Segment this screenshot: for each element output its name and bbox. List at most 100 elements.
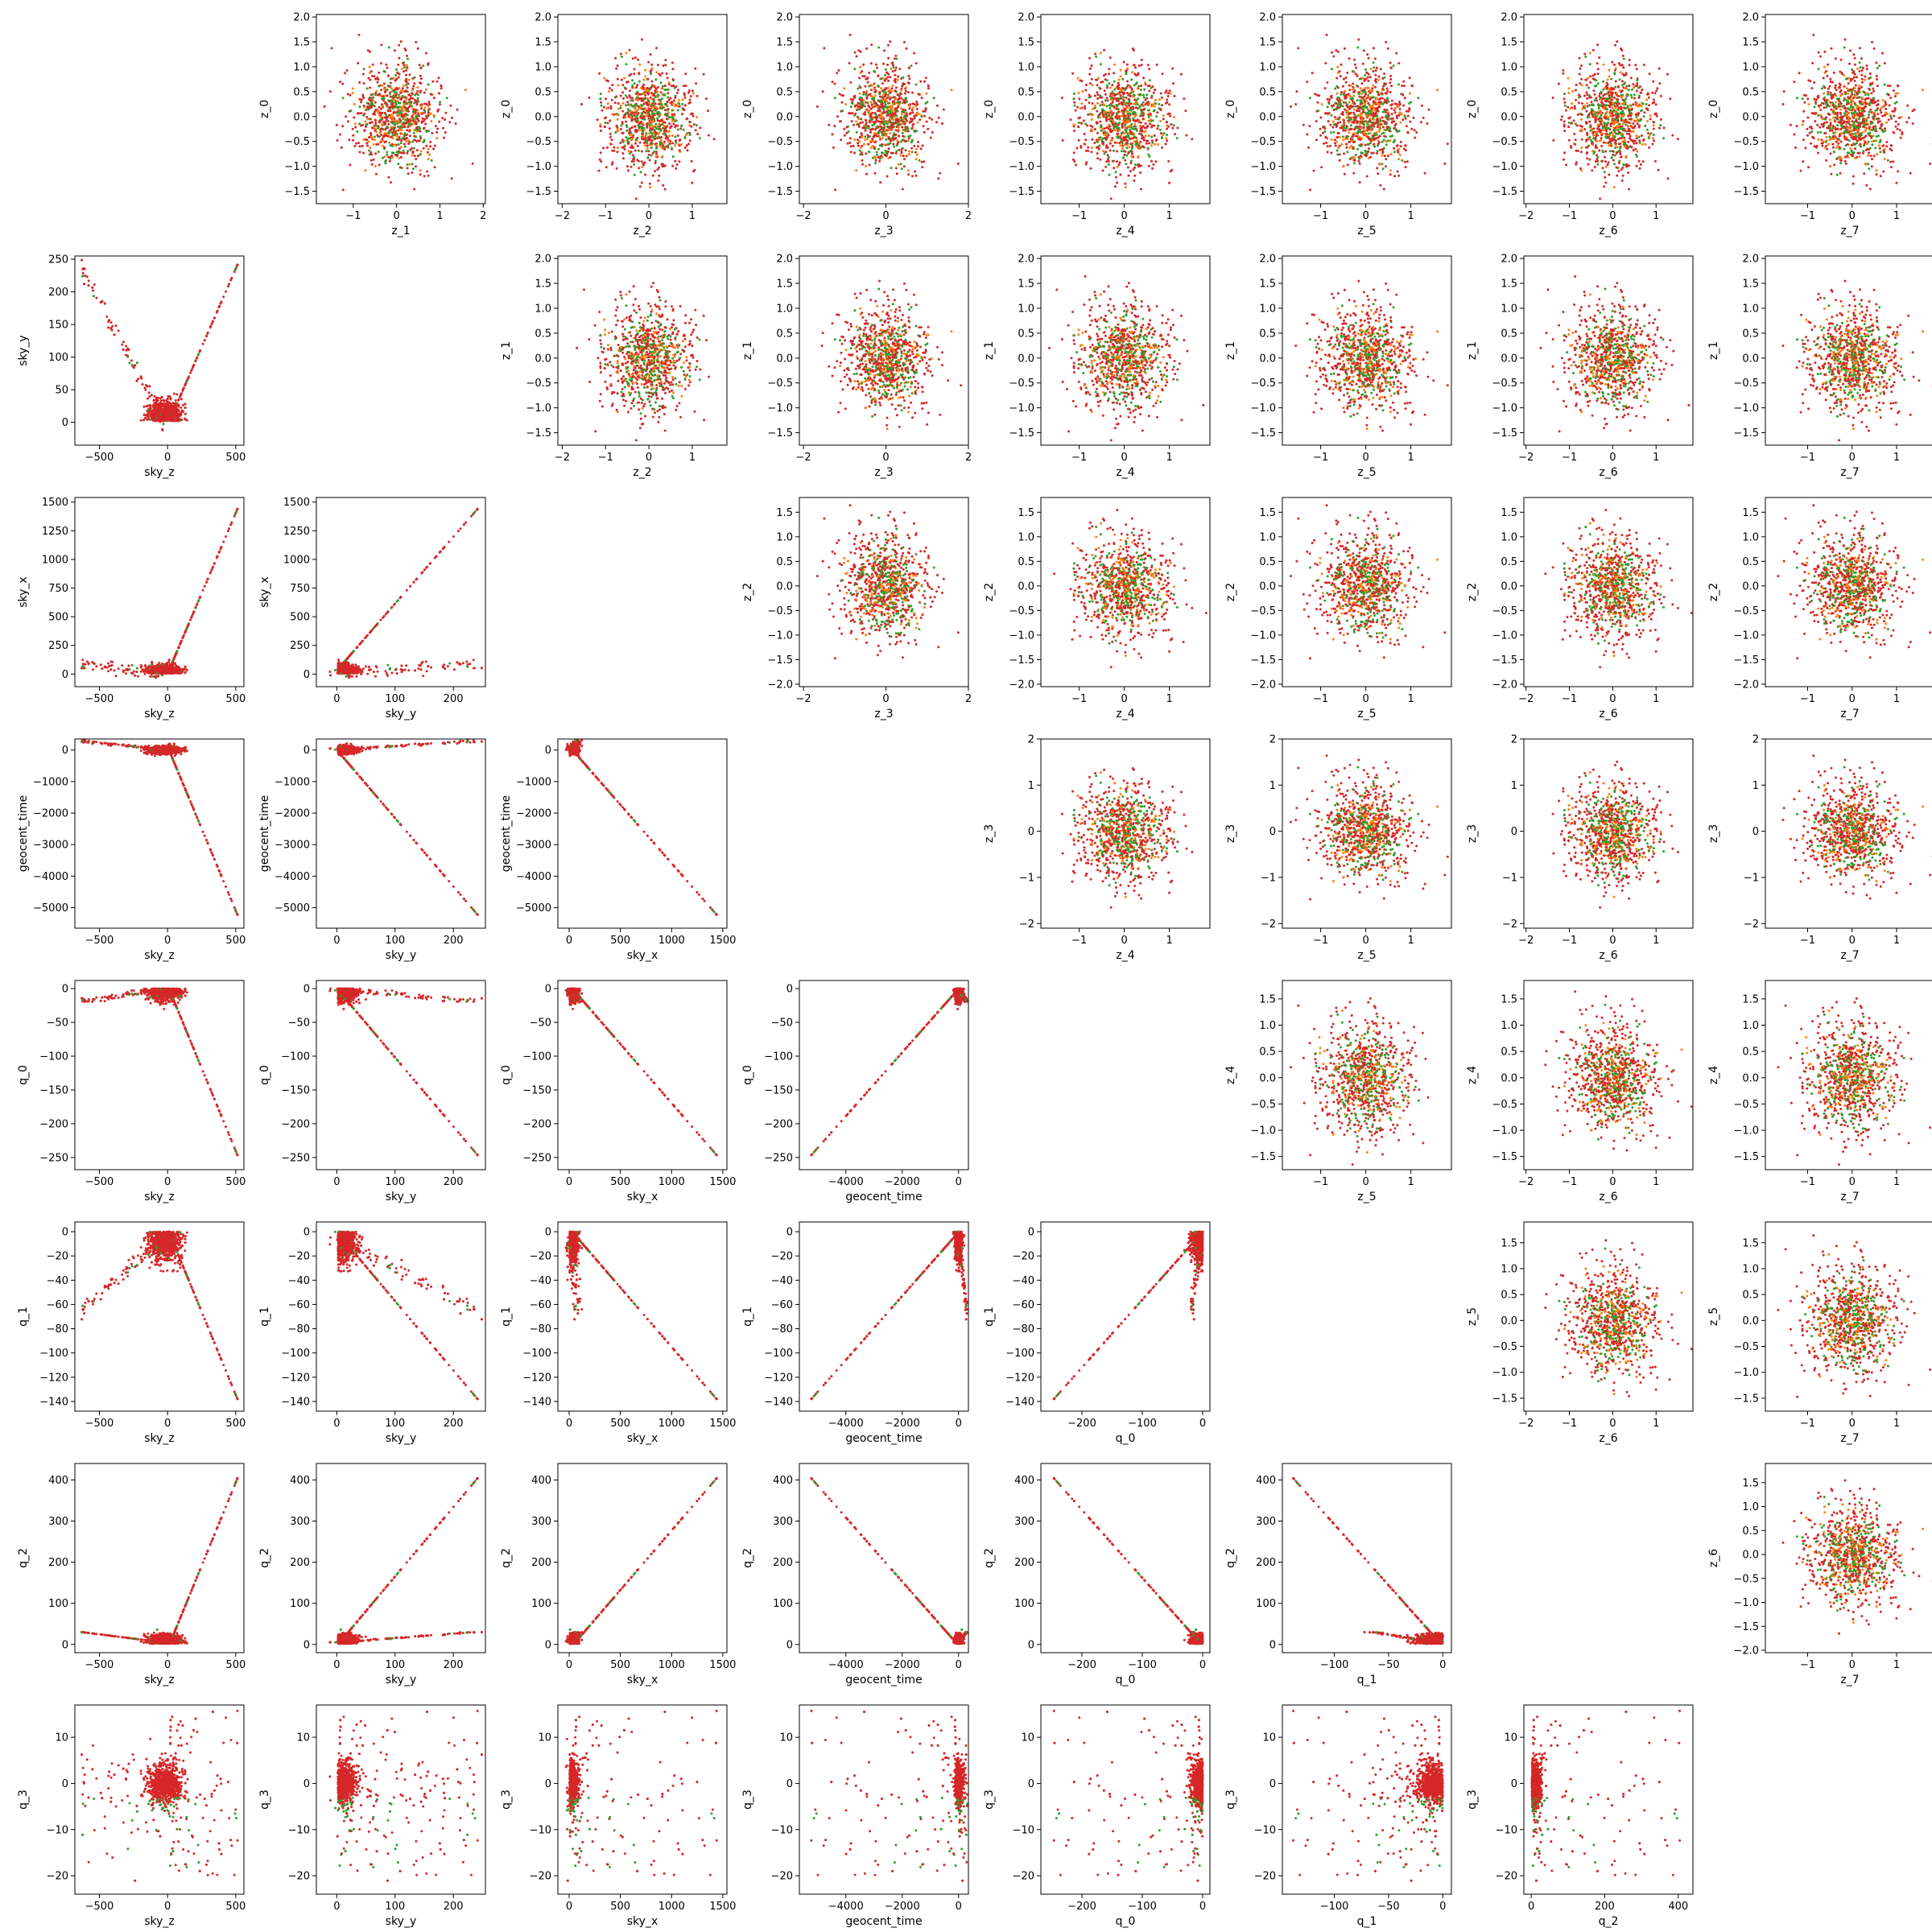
data-point [390, 671, 394, 675]
data-point [394, 667, 398, 671]
data-point [168, 395, 171, 398]
data-point [175, 393, 179, 396]
data-point [113, 669, 116, 672]
data-point [405, 588, 408, 592]
data-point [228, 527, 231, 530]
data-point [185, 669, 188, 672]
data-point [352, 650, 355, 653]
data-point [203, 339, 206, 342]
data-point [156, 668, 159, 671]
data-point [147, 747, 150, 749]
data-point [405, 664, 408, 667]
data-point [452, 535, 455, 538]
y-axis-label: sky_x [258, 576, 271, 607]
data-point [151, 661, 154, 663]
data-point [465, 660, 469, 663]
data-point [127, 744, 130, 746]
data-point [114, 675, 118, 678]
data-point [160, 749, 163, 752]
y-tick-label: 0 [62, 745, 68, 757]
data-point [443, 663, 445, 667]
data-point [412, 580, 415, 584]
data-point [349, 653, 353, 656]
data-point [172, 742, 175, 745]
data-point [195, 603, 198, 606]
data-point [155, 745, 159, 749]
data-point [162, 398, 165, 402]
data-point [171, 758, 175, 762]
data-point [218, 869, 221, 873]
data-point [134, 744, 137, 747]
data-point [169, 397, 172, 400]
data-point [155, 405, 158, 408]
axes-frame [316, 497, 486, 687]
data-point [473, 667, 475, 670]
data-point [476, 508, 478, 511]
data-point [423, 568, 426, 572]
data-point [419, 668, 423, 671]
data-point [122, 341, 125, 344]
data-point [181, 667, 184, 671]
data-point [160, 415, 163, 419]
data-point [125, 672, 127, 675]
data-point [174, 405, 177, 408]
data-point [369, 668, 372, 671]
data-point [167, 411, 170, 414]
data-point [164, 748, 167, 751]
data-point [185, 419, 188, 422]
data-point [448, 662, 452, 665]
data-point [171, 746, 174, 749]
data-point [171, 662, 175, 665]
data-point [388, 667, 391, 670]
data-point [210, 568, 213, 572]
data-point [218, 550, 221, 553]
data-point [83, 663, 85, 666]
data-point [374, 675, 377, 678]
data-point [127, 349, 130, 351]
data-point [163, 751, 166, 754]
data-point [361, 667, 365, 671]
data-point [109, 744, 113, 747]
data-point [105, 666, 109, 669]
data-point [117, 743, 120, 746]
data-point [155, 752, 158, 755]
data-point [121, 664, 124, 667]
data-point [95, 296, 98, 299]
data-point [344, 669, 347, 672]
data-point [92, 289, 94, 292]
data-point [182, 634, 185, 637]
data-point [172, 745, 175, 749]
data-point [127, 664, 130, 667]
data-point [403, 668, 407, 671]
data-point [414, 669, 417, 672]
data-point [194, 813, 197, 816]
data-point [210, 851, 213, 854]
data-point [162, 423, 165, 426]
data-point [108, 665, 111, 668]
data-point [184, 402, 187, 406]
data-point [132, 366, 135, 369]
data-point [153, 417, 156, 420]
data-point [93, 740, 96, 743]
data-point [213, 316, 216, 320]
data-point [359, 642, 362, 645]
data-point [150, 748, 153, 751]
x-tick-label: 0 [333, 693, 340, 705]
data-point [134, 674, 137, 677]
y-tick-label: −5000 [33, 902, 68, 914]
data-point [169, 665, 172, 668]
data-point [103, 665, 106, 668]
data-point [417, 667, 420, 671]
data-point [415, 578, 418, 580]
data-point [184, 407, 187, 409]
data-point [201, 588, 204, 592]
data-point [167, 667, 170, 670]
data-point [158, 671, 161, 674]
data-point [167, 661, 170, 664]
data-point [453, 740, 456, 743]
scatter-points [328, 739, 483, 916]
data-point [142, 670, 146, 673]
y-tick-label: 1500 [283, 497, 310, 509]
data-point [226, 891, 229, 894]
